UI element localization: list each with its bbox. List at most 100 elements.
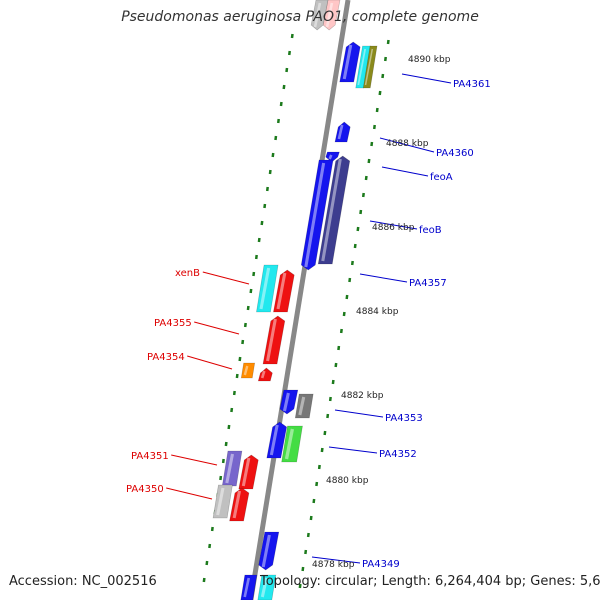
gene-label-pa4354[interactable]: PA4354 <box>147 352 185 363</box>
gene-block[interactable] <box>238 454 259 490</box>
tick-mark-outer <box>372 124 376 130</box>
tick-mark-outer <box>348 277 352 283</box>
gene-label-feob[interactable]: feoB <box>419 225 442 236</box>
feature-labels: 4890 kbp 4888 kbp 4886 kbp 4884 kbp 4882 kbp… <box>126 55 491 570</box>
tick-mark-outer <box>361 192 365 198</box>
gene-block[interactable] <box>325 151 340 163</box>
tick-mark-outer <box>375 107 379 113</box>
tick-mark-outer <box>386 39 390 45</box>
tick-mark-outer <box>364 175 368 181</box>
gene-block[interactable] <box>300 159 334 271</box>
tick-mark-outer <box>312 498 316 504</box>
scale-label: 4878 kbp <box>312 560 355 570</box>
gene-label-pa4355[interactable]: PA4355 <box>154 318 192 329</box>
tick-mark-outer <box>383 56 387 62</box>
backbone-line <box>248 0 351 600</box>
tick-marks <box>202 33 390 589</box>
gene-label-feoa[interactable]: feoA <box>430 172 453 183</box>
tick-mark-outer <box>350 260 354 266</box>
tick-mark-outer <box>309 515 313 521</box>
tick-mark-inner <box>290 33 294 39</box>
tick-mark-inner <box>205 560 209 566</box>
gene-label-pa4352[interactable]: PA4352 <box>379 449 417 460</box>
gene-block[interactable] <box>262 315 286 365</box>
leader-line <box>202 271 250 285</box>
gene-block[interactable] <box>310 0 329 31</box>
gene-block[interactable] <box>257 367 273 382</box>
gene-block[interactable] <box>221 450 243 487</box>
tick-mark-outer <box>328 396 332 402</box>
tick-mark-outer <box>356 226 360 232</box>
leader-line <box>334 409 384 418</box>
tick-mark-inner <box>219 475 223 481</box>
tick-mark-inner <box>230 407 234 413</box>
gene-block[interactable] <box>294 393 314 419</box>
tick-mark-outer <box>339 328 343 334</box>
tick-mark-inner <box>224 441 228 447</box>
tick-mark-outer <box>301 566 305 572</box>
gene-label-pa4351[interactable]: PA4351 <box>131 451 169 462</box>
tick-mark-inner <box>249 288 253 294</box>
gene-block[interactable] <box>266 421 287 459</box>
label-leader-lines <box>166 73 452 564</box>
gene-label-pa4350[interactable]: PA4350 <box>126 484 164 495</box>
gene-block[interactable] <box>258 531 280 571</box>
tick-mark-outer <box>323 430 327 436</box>
gene-block[interactable] <box>229 487 250 522</box>
scale-label: 4880 kbp <box>326 476 369 486</box>
scale-label: 4882 kbp <box>341 391 384 401</box>
gene-block[interactable] <box>273 269 295 313</box>
gene-block[interactable] <box>212 484 233 519</box>
gene-block[interactable] <box>281 425 303 463</box>
tick-mark-outer <box>353 243 357 249</box>
scale-label: 4886 kbp <box>372 223 415 233</box>
leader-line <box>379 137 435 153</box>
tick-mark-outer <box>320 447 324 453</box>
tick-mark-outer <box>345 294 349 300</box>
tick-mark-inner <box>221 458 225 464</box>
tick-mark-outer <box>378 90 382 96</box>
gene-label-pa4349[interactable]: PA4349 <box>362 559 400 570</box>
gene-block[interactable] <box>317 155 351 265</box>
tick-mark-outer <box>370 141 374 147</box>
tick-mark-outer <box>337 345 341 351</box>
tick-mark-outer <box>298 583 302 589</box>
tick-mark-outer <box>317 464 321 470</box>
tick-mark-inner <box>232 390 236 396</box>
tick-mark-outer <box>326 413 330 419</box>
leader-line <box>328 446 378 454</box>
gene-block[interactable] <box>362 45 378 89</box>
gene-label-pa4361[interactable]: PA4361 <box>453 79 491 90</box>
gene-label-xenb[interactable]: xenB <box>175 268 200 279</box>
gene-block[interactable] <box>334 121 351 143</box>
gene-block[interactable] <box>257 574 277 600</box>
tick-mark-inner <box>263 203 267 209</box>
gene-label-pa4360[interactable]: PA4360 <box>436 148 474 159</box>
gene-features <box>212 0 378 600</box>
gene-label-pa4357[interactable]: PA4357 <box>409 278 447 289</box>
topology-label: Topology: circular; Length: 6,264,404 bp… <box>260 574 600 589</box>
tick-mark-inner <box>274 135 278 141</box>
gene-label-pa4353[interactable]: PA4353 <box>385 413 423 424</box>
gene-block[interactable] <box>256 264 279 313</box>
tick-mark-inner <box>271 152 275 158</box>
tick-mark-inner <box>285 67 289 73</box>
tick-mark-inner <box>235 373 239 379</box>
tick-mark-inner <box>265 186 269 192</box>
gene-block[interactable] <box>279 389 299 415</box>
tick-mark-inner <box>257 237 261 243</box>
tick-mark-outer <box>359 209 363 215</box>
gene-block[interactable] <box>339 41 361 83</box>
gene-block[interactable] <box>240 574 258 600</box>
tick-mark-outer <box>315 481 319 487</box>
tick-mark-outer <box>342 311 346 317</box>
tick-mark-outer <box>304 549 308 555</box>
gene-block[interactable] <box>240 362 256 379</box>
tick-mark-inner <box>282 84 286 90</box>
genome-backbone <box>248 0 351 600</box>
tick-mark-inner <box>210 526 214 532</box>
tick-mark-outer <box>331 379 335 385</box>
tick-mark-inner <box>243 322 247 328</box>
